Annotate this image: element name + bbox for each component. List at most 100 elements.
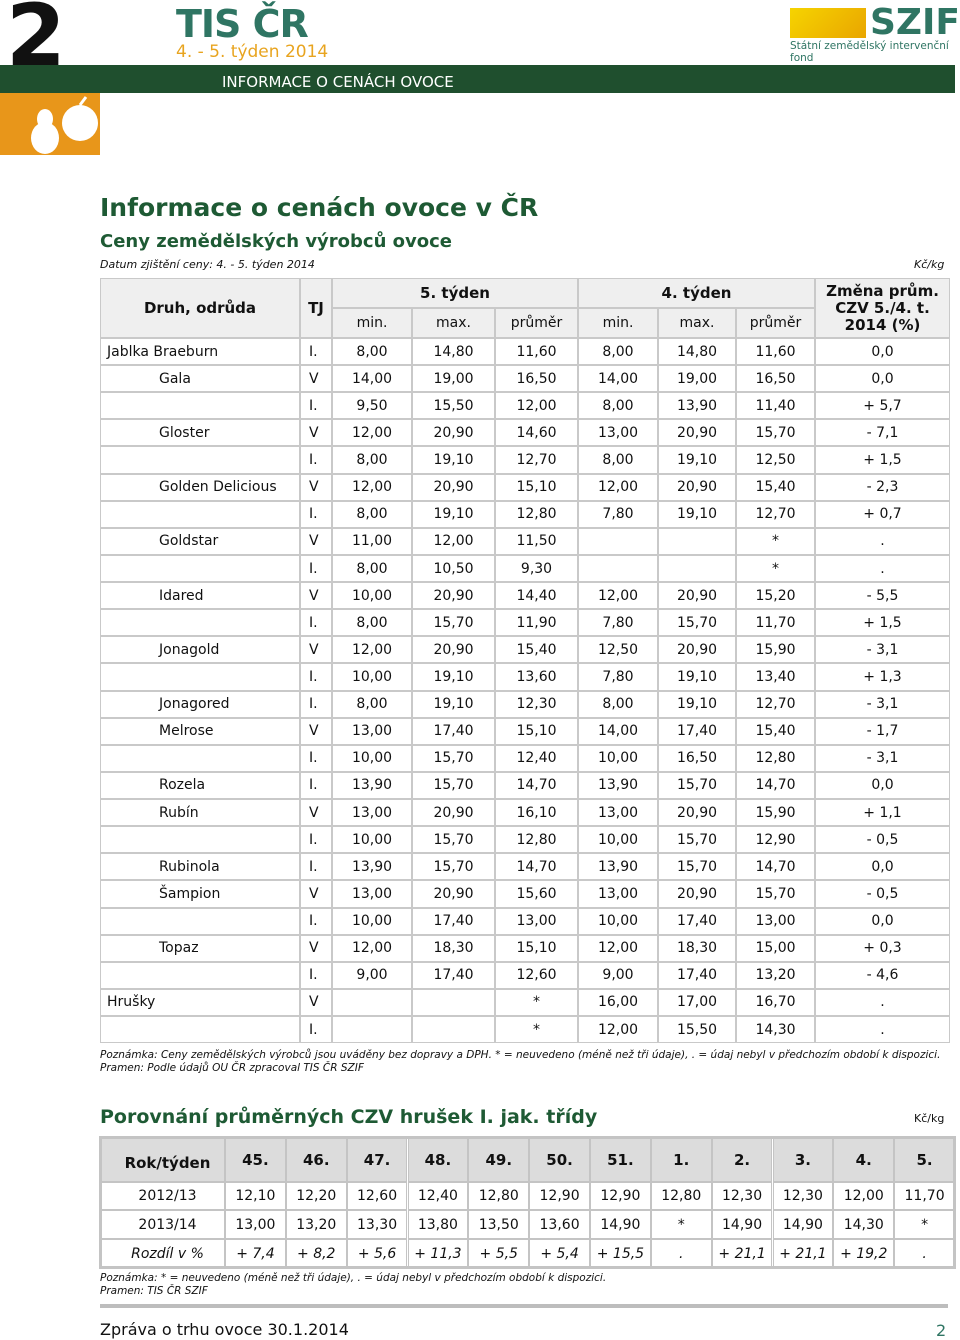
price: 15,70 — [658, 826, 736, 854]
price: 16,00 — [578, 988, 658, 1016]
price: 15,20 — [736, 582, 815, 610]
variety — [100, 826, 300, 854]
quality-class: V — [300, 365, 332, 393]
price: 14,80 — [412, 338, 495, 366]
price: 0,0 — [815, 338, 950, 366]
price: 13,00 — [332, 880, 412, 908]
price: 0,0 — [815, 771, 950, 800]
price: 8,00 — [332, 609, 412, 637]
value: 12,00 — [833, 1182, 895, 1210]
value: 14,90 — [590, 1210, 651, 1239]
variety: Šampion — [100, 880, 300, 908]
price: 12,00 — [495, 392, 578, 420]
value: 12,10 — [225, 1182, 286, 1210]
price: 10,50 — [412, 554, 495, 583]
price: + 1,5 — [815, 609, 950, 637]
price: 19,00 — [412, 365, 495, 393]
column-header: 4. týden — [578, 278, 815, 308]
quality-class: I. — [300, 500, 332, 528]
quality-class: I. — [300, 1016, 332, 1044]
variety: Gala — [100, 365, 300, 393]
value: 14,30 — [833, 1210, 895, 1239]
price: * — [736, 527, 815, 555]
price: 15,70 — [658, 609, 736, 637]
price: 18,30 — [658, 934, 736, 962]
value: 13,80 — [407, 1210, 469, 1239]
price: 13,90 — [578, 771, 658, 800]
price: 13,20 — [736, 961, 815, 989]
variety: Golden Delicious — [100, 473, 300, 501]
quality-class: V — [300, 988, 332, 1016]
price: 17,40 — [658, 961, 736, 989]
price: 8,00 — [332, 338, 412, 366]
section2-source: Pramen: TIS ČR SZIF — [100, 1285, 208, 1297]
price: 8,00 — [332, 690, 412, 718]
price: - 3,1 — [815, 636, 950, 664]
price: 20,90 — [658, 582, 736, 610]
title: Informace o cenách ovoce v ČR — [100, 193, 539, 222]
column-header: 3. — [772, 1137, 834, 1182]
price: + 0,3 — [815, 934, 950, 962]
value: 12,80 — [468, 1182, 530, 1210]
price: 14,40 — [495, 582, 578, 610]
price — [412, 1016, 495, 1044]
price — [412, 988, 495, 1016]
unit: Kč/kg — [914, 258, 945, 271]
price: 12,80 — [736, 744, 815, 772]
price: 13,00 — [578, 419, 658, 447]
variety — [100, 744, 300, 772]
price: 7,80 — [578, 663, 658, 691]
variety — [100, 392, 300, 420]
footer-text: Zpráva o trhu ovoce 30.1.2014 — [100, 1320, 349, 1339]
quality-class: I. — [300, 663, 332, 691]
quality-class: I. — [300, 392, 332, 420]
price: 20,90 — [658, 799, 736, 827]
subcolumn-header: max. — [658, 308, 736, 338]
variety: Rubinola — [100, 853, 300, 881]
variety — [100, 907, 300, 935]
price: 15,10 — [495, 934, 578, 962]
price: * — [736, 554, 815, 583]
fruit-icon — [31, 96, 98, 154]
value: 13,30 — [346, 1210, 408, 1239]
price: 15,00 — [736, 934, 815, 962]
price: + 1,5 — [815, 446, 950, 474]
price: 12,00 — [332, 934, 412, 962]
banner-text: INFORMACE O CENÁCH OVOCE — [222, 73, 454, 91]
logo-mark — [790, 8, 866, 38]
price: 17,40 — [658, 717, 736, 745]
price: 16,50 — [658, 744, 736, 772]
price: 12,00 — [332, 636, 412, 664]
price: 13,00 — [332, 799, 412, 827]
price: 19,10 — [412, 446, 495, 474]
price: 13,90 — [658, 392, 736, 420]
quality-class: V — [300, 934, 332, 962]
price: 15,70 — [736, 419, 815, 447]
price: 12,00 — [578, 473, 658, 501]
price: 10,00 — [332, 663, 412, 691]
price: 17,40 — [658, 907, 736, 935]
price: - 0,5 — [815, 826, 950, 854]
price: 18,30 — [412, 934, 495, 962]
price: 12,00 — [412, 527, 495, 555]
section2-note: Poznámka: * = neuvedeno (méně než tři úd… — [100, 1272, 607, 1284]
price: 15,90 — [736, 636, 815, 664]
price: - 7,1 — [815, 419, 950, 447]
price: 15,40 — [736, 473, 815, 501]
price: 12,00 — [332, 419, 412, 447]
price: 15,10 — [495, 717, 578, 745]
column-header: TJ — [300, 278, 332, 338]
value: 13,20 — [285, 1210, 347, 1239]
variety — [100, 609, 300, 637]
price: 15,70 — [658, 771, 736, 800]
price: 12,00 — [578, 934, 658, 962]
value: 13,50 — [468, 1210, 530, 1239]
price: * — [495, 1016, 578, 1044]
price: 9,00 — [578, 961, 658, 989]
price: 20,90 — [658, 419, 736, 447]
price: 11,60 — [495, 338, 578, 366]
price: - 0,5 — [815, 880, 950, 908]
price: 14,70 — [736, 771, 815, 800]
value: 12,90 — [590, 1182, 651, 1210]
value: 12,30 — [711, 1182, 773, 1210]
